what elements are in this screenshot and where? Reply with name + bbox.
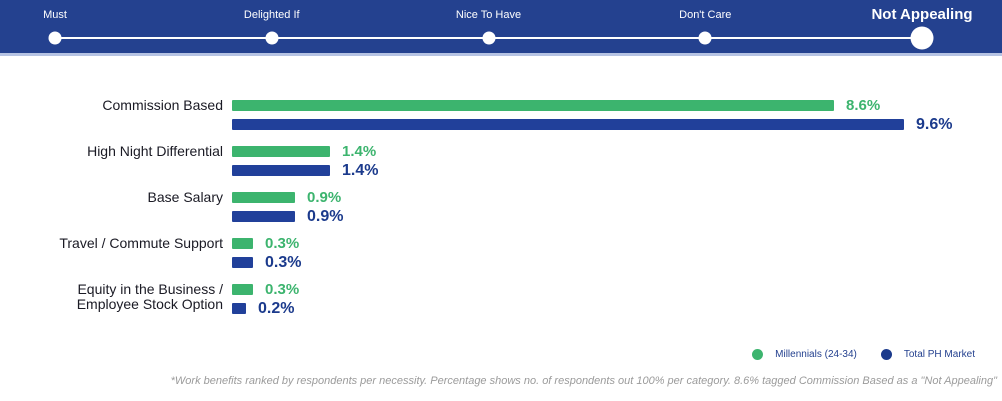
slider-stop-label[interactable]: Nice To Have	[455, 9, 522, 21]
bar-millennials	[232, 238, 253, 249]
value-label: 8.6%	[846, 97, 881, 114]
slider-stop-label[interactable]: Must	[43, 9, 67, 21]
chart-legend: Millennials (24-34) Total PH Market	[752, 349, 975, 360]
category-label: Commission Based	[102, 97, 223, 113]
value-label: 0.2%	[258, 299, 295, 317]
slider-dot-icon[interactable]	[48, 31, 62, 45]
bar-millennials	[232, 192, 295, 203]
slider-handle-icon[interactable]	[910, 26, 934, 50]
slider-stop-label[interactable]: Not Appealing	[871, 6, 973, 23]
value-label: 0.3%	[265, 281, 300, 298]
bar-millennials	[232, 146, 330, 157]
legend-dot-icon	[752, 349, 764, 360]
bar-rows: Commission Based 8.6% 9.6% High Night Diffe…	[0, 97, 1002, 317]
slider-dot-icon[interactable]	[482, 31, 495, 45]
footnote-text: *Work benefits ranked by respondents per…	[170, 375, 997, 387]
value-label: 0.9%	[307, 189, 342, 206]
chart-row: Commission Based 8.6% 9.6%	[0, 97, 1002, 133]
chart-row: Travel / Commute Support 0.3% 0.3%	[0, 235, 1002, 271]
chart-row: Base Salary 0.9% 0.9%	[0, 189, 1002, 225]
bar-total-ph-market	[232, 303, 246, 314]
category-label: Travel / Commute Support	[59, 235, 223, 251]
chart-row: Equity in the Business / Employee Stock …	[0, 281, 1002, 317]
bar-total-ph-market	[232, 257, 253, 268]
legend-dot-icon	[880, 349, 892, 360]
value-label: 1.4%	[342, 161, 379, 179]
slider-dot-icon[interactable]	[698, 31, 712, 45]
value-label: 0.3%	[265, 253, 302, 271]
legend-item: Total PH Market	[880, 349, 975, 360]
legend-label: Millennials (24-34)	[775, 349, 857, 360]
bar-millennials	[232, 100, 834, 111]
value-label: 0.9%	[307, 207, 344, 225]
category-label: Base Salary	[147, 189, 223, 205]
category-label: High Night Differential	[87, 143, 223, 159]
category-label: Equity in the Business / Employee Stock …	[76, 281, 223, 312]
slider-dot-icon[interactable]	[265, 31, 279, 45]
chart-row: High Night Differential 1.4% 1.4%	[0, 143, 1002, 179]
bar-chart: Commission Based 8.6% 9.6% High Night Diffe…	[0, 97, 1002, 317]
slider-stop-label[interactable]: Don't Care	[679, 9, 732, 21]
nav-divider	[0, 53, 1002, 56]
legend-item: Millennials (24-34)	[752, 349, 857, 360]
bar-millennials	[232, 284, 253, 295]
filter-slider-bar: Must Delighted If Nice To Have Don't Care No…	[0, 0, 1002, 53]
bar-total-ph-market	[232, 165, 330, 176]
legend-label: Total PH Market	[903, 349, 975, 360]
value-label: 1.4%	[342, 143, 377, 160]
value-label: 9.6%	[916, 115, 953, 133]
slider-stop-label[interactable]: Delighted If	[243, 9, 300, 21]
bar-total-ph-market	[232, 211, 295, 222]
value-label: 0.3%	[265, 235, 300, 252]
bar-total-ph-market	[232, 119, 904, 130]
